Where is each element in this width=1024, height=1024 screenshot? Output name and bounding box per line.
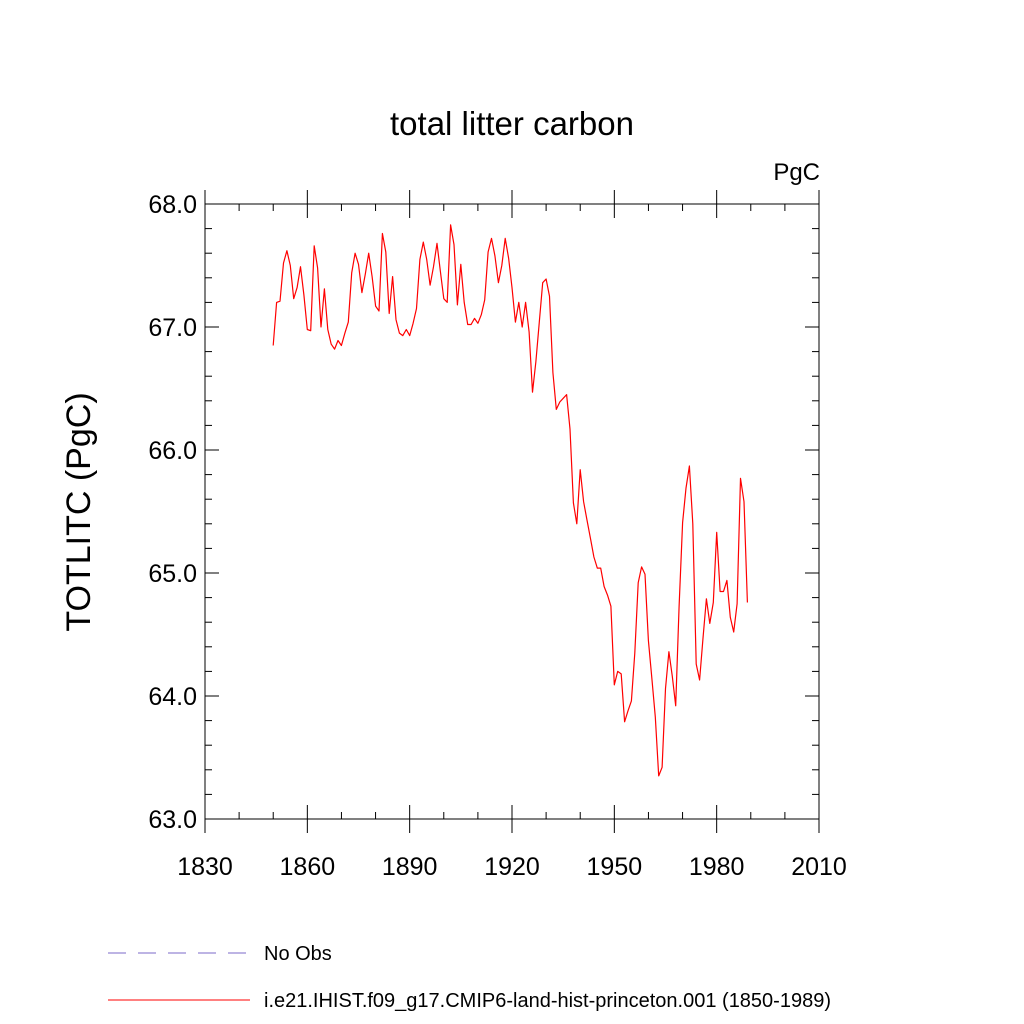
y-tick-label: 66.0: [148, 437, 197, 465]
y-tick-label: 64.0: [148, 683, 197, 711]
y-axis-label: TOTLITC (PgC): [60, 392, 98, 631]
legend: No Obs i.e21.IHIST.f09_g17.CMIP6-land-hi…: [108, 943, 831, 1012]
y-tick-label: 65.0: [148, 560, 197, 588]
plot-frame: [204, 203, 820, 820]
x-tick-label: 1860: [280, 853, 336, 881]
legend-label-no-obs: No Obs: [264, 943, 332, 965]
y-axis-ticks: 63.0 64.0 65.0 66.0 67.0 68.0: [148, 191, 819, 834]
y-tick-label: 68.0: [148, 191, 197, 219]
x-tick-label: 1890: [382, 853, 438, 881]
x-axis-ticks: 1830 1860 1890 1920 1950 1980 2010: [177, 190, 847, 881]
y-tick-label: 67.0: [148, 314, 197, 342]
series-line: [272, 224, 748, 777]
x-tick-label: 1980: [689, 853, 745, 881]
series-layer: [272, 224, 748, 777]
x-tick-label: 1830: [177, 853, 233, 881]
units-label: PgC: [773, 159, 820, 186]
y-tick-label: 63.0: [148, 806, 197, 834]
x-tick-label: 1950: [587, 853, 643, 881]
x-tick-label: 2010: [791, 853, 847, 881]
legend-label-model: i.e21.IHIST.f09_g17.CMIP6-land-hist-prin…: [264, 990, 831, 1012]
x-tick-label: 1920: [484, 853, 540, 881]
chart-title: total litter carbon: [390, 105, 634, 142]
